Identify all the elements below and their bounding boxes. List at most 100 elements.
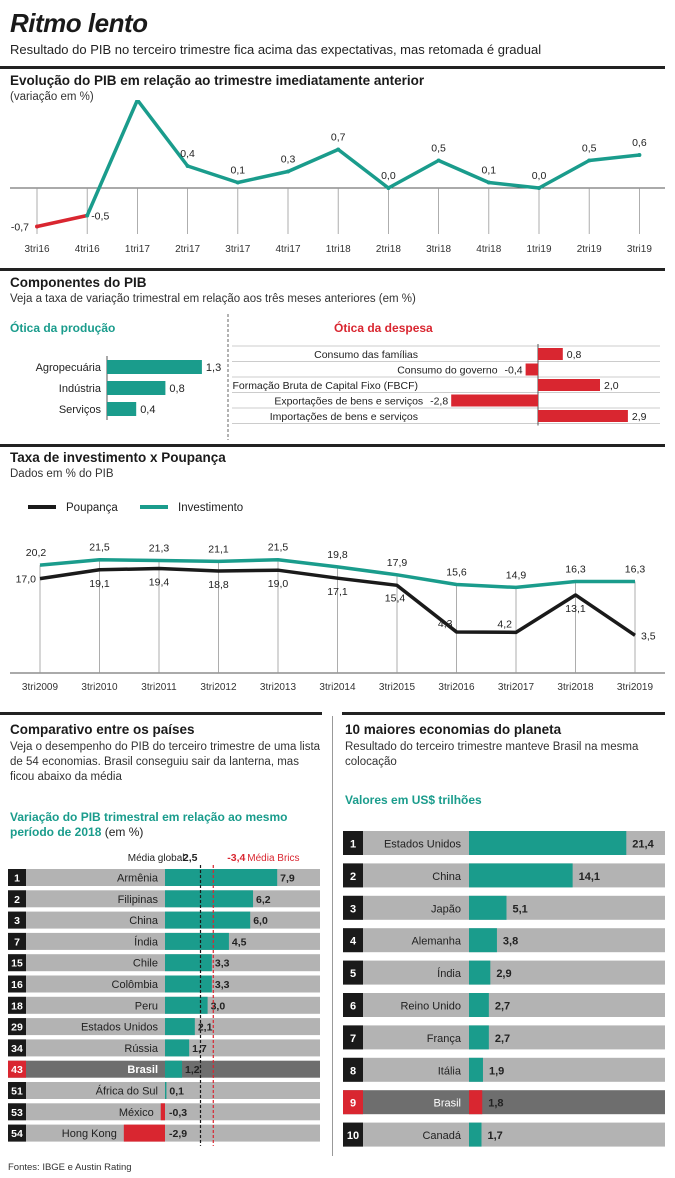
maiores-country: Japão (431, 903, 461, 915)
data-point (85, 213, 90, 218)
section-divider (0, 712, 322, 715)
comparativo-rank-box (8, 1018, 26, 1036)
comparativo-country: Brasil (127, 1064, 158, 1076)
comparativo-country: Hong Kong (62, 1128, 117, 1140)
maiores-chart-label: Valores em US$ trilhões (345, 793, 482, 807)
maiores-value-label: 2,7 (495, 1033, 510, 1045)
investimento-data-label: 17,9 (387, 557, 408, 569)
maiores-rank: 9 (350, 1098, 356, 1110)
investimento-data-label: 21,3 (149, 543, 170, 555)
line-series-negative (36, 213, 88, 229)
componentes-title: Componentes do PIB (10, 275, 147, 290)
comparativo-bar (165, 890, 254, 908)
section-divider (0, 66, 665, 69)
data-label: 0,7 (331, 132, 346, 144)
despesa-heading: Ótica da despesa (334, 321, 433, 335)
investimento-data-label: 16,3 (625, 564, 646, 576)
column-divider (332, 716, 333, 1156)
data-point (286, 169, 290, 174)
despesa-bar (538, 348, 563, 360)
poupanca-data-label: 13,1 (565, 603, 586, 615)
poupanca-data-label: 17,0 (16, 574, 37, 586)
data-point (486, 180, 491, 185)
comparativo-rank: 15 (11, 958, 23, 970)
comparativo-rank: 53 (11, 1107, 23, 1119)
evolucao-chart: 3tri16 4tri16 1tri17 2tri17 3tri17 4tri17 1tri… (10, 100, 665, 255)
comparativo-row (8, 1039, 320, 1057)
maiores-rank: 1 (350, 839, 356, 851)
comparativo-rank: 7 (14, 936, 20, 948)
poupanca-data-label: 15,4 (385, 592, 406, 604)
section-divider (0, 268, 665, 271)
maiores-rank-box (343, 993, 363, 1017)
comparativo-title: Comparativo entre os países (10, 722, 195, 737)
maiores-rank: 5 (350, 968, 356, 980)
poupanca-data-label: 3,5 (641, 630, 656, 642)
comparativo-chart-label: Variação do PIB trimestral em relação ao… (10, 810, 325, 840)
despesa-value-label: 2,9 (632, 411, 647, 423)
despesa-bar (451, 394, 538, 407)
maiores-value-label: 2,9 (496, 968, 511, 980)
data-label: 0,5 (582, 143, 597, 155)
producao-category-label: Indústria (59, 383, 102, 395)
maiores-rank-box (343, 928, 363, 953)
comparativo-country: Estados Unidos (81, 1022, 159, 1034)
legend-label-investimento: Investimento (178, 502, 243, 514)
despesa-category-label: Importações de bens e serviços (270, 411, 418, 423)
comparativo-value-label: 6,0 (253, 915, 268, 927)
line-series-investimento (39, 557, 635, 590)
maiores-country: Itália (438, 1065, 462, 1077)
maiores-subtitle: Resultado do terceiro trimestre manteve … (345, 741, 639, 768)
producao-bar (107, 381, 166, 395)
x-tick-label: 3tri2019 (617, 682, 654, 693)
comparativo-rank-box (8, 1082, 26, 1099)
page-title: Ritmo lento (10, 8, 148, 38)
media-brics-name: Média Brics (247, 853, 299, 864)
comparativo-country: México (119, 1107, 154, 1119)
comparativo-country: China (129, 915, 159, 927)
investimento-subtitle: Dados em % do PIB (10, 468, 114, 480)
comparativo-country: Índia (134, 935, 159, 948)
maiores-value-label: 3,8 (503, 936, 518, 948)
despesa-value-label: -0,4 (505, 365, 523, 377)
data-point (336, 147, 341, 152)
comparativo-row (8, 975, 320, 993)
x-tick-label: 3tri17 (225, 244, 250, 255)
producao-value-label: 0,4 (140, 404, 155, 416)
data-label: 0,0 (532, 170, 547, 182)
maiores-rank-box (343, 1090, 363, 1115)
comparativo-rank: 1 (14, 873, 20, 885)
comparativo-bar (160, 1103, 165, 1121)
data-point (637, 153, 642, 157)
comparativo-rank: 18 (11, 1000, 23, 1012)
comparativo-subtitle: Veja o desempenho do PIB do terceiro tri… (10, 741, 321, 783)
maiores-country: Índia (437, 967, 462, 980)
comparativo-country: Rússia (124, 1043, 159, 1055)
investimento-title: Taxa de investimento x Poupança (10, 450, 226, 465)
maiores-value-label: 1,8 (488, 1098, 503, 1110)
despesa-category-label: Consumo das famílias (314, 349, 418, 361)
maiores-rank: 8 (350, 1065, 356, 1077)
maiores-bar (469, 1122, 482, 1147)
comparativo-rank: 29 (11, 1022, 23, 1034)
comparativo-rank-box (8, 869, 26, 886)
maiores-row (343, 1057, 665, 1082)
investimento-data-label: 21,5 (89, 542, 110, 554)
maiores-country: Reino Unido (400, 1001, 461, 1013)
comparativo-bar (165, 932, 229, 950)
x-tick-label: 1tri18 (326, 244, 351, 255)
x-tick-label: 3tri2018 (557, 682, 594, 693)
x-tick-label: 3tri2010 (81, 682, 118, 693)
investimento-data-label: 15,6 (446, 566, 467, 578)
comparativo-value-label: 1,2 (185, 1064, 200, 1076)
line-series (85, 100, 640, 217)
data-label: 0,6 (632, 137, 647, 149)
comparativo-rank: 43 (11, 1064, 23, 1076)
maiores-country: Canadá (422, 1130, 461, 1142)
comparativo-row (8, 1018, 320, 1036)
maiores-rank-box (343, 1057, 363, 1082)
comparativo-row (8, 1082, 320, 1099)
legend-label-poupanca: Poupança (66, 502, 118, 514)
maiores-row (343, 960, 665, 985)
maiores-row (343, 928, 665, 953)
